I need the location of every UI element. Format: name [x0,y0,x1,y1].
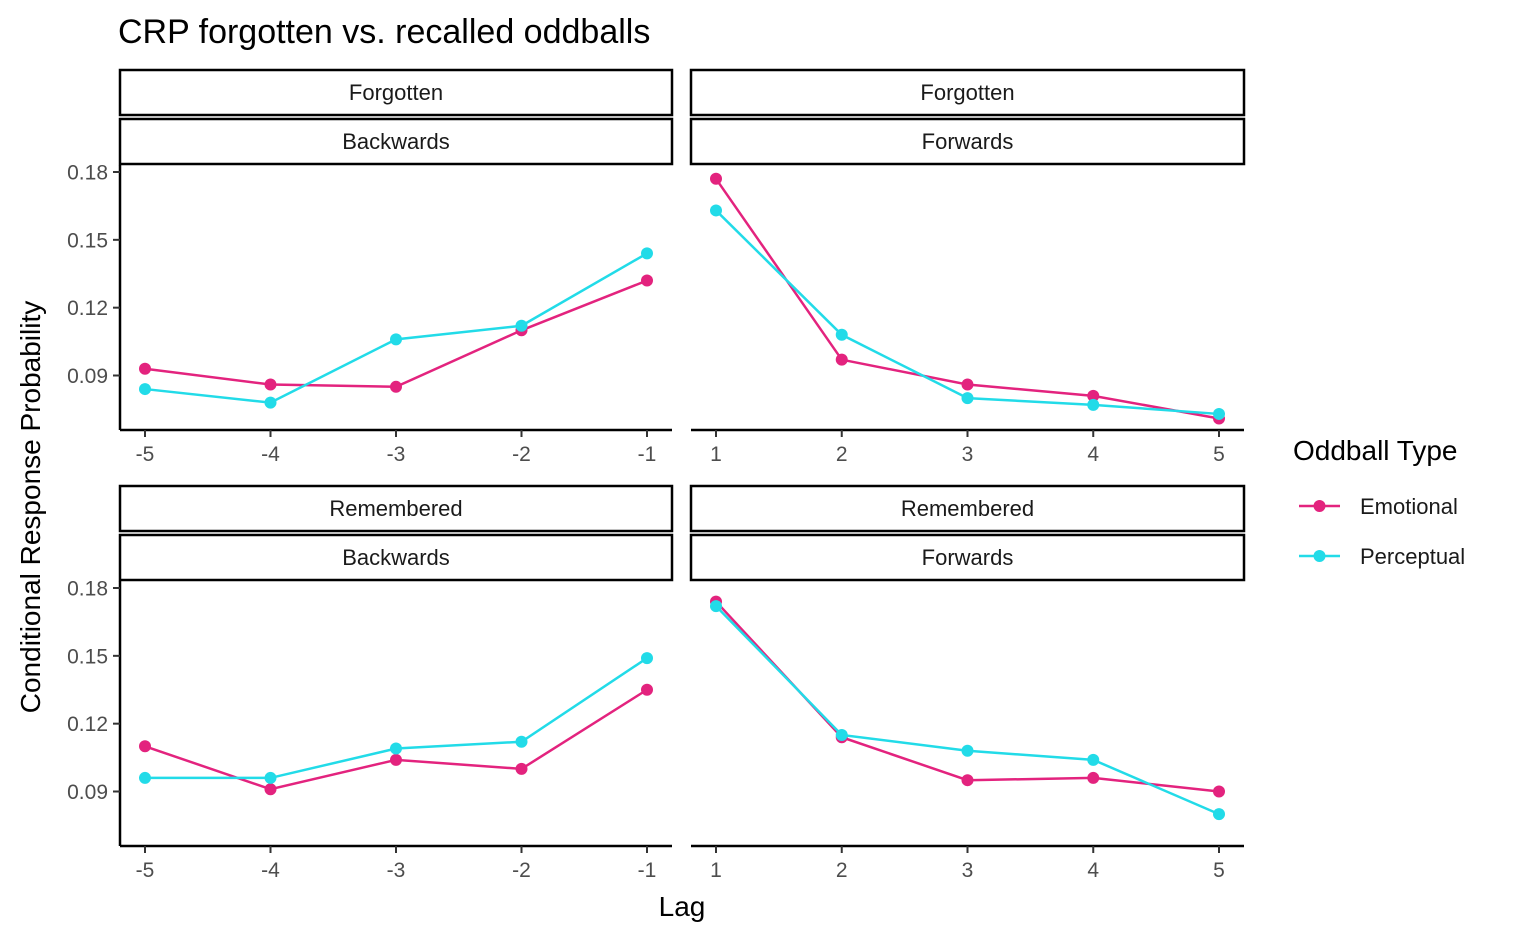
data-point-perceptual [139,383,151,396]
data-point-perceptual [390,742,402,755]
x-tick-label: -3 [387,443,406,466]
legend-label: Perceptual [1360,544,1465,569]
data-point-emotional [264,378,277,391]
data-point-emotional [1087,771,1100,784]
facet-strip-top-label: Forgotten [349,80,443,105]
facet-strip-top [118,68,674,117]
data-point-perceptual [1087,398,1100,411]
chart-title: CRP forgotten vs. recalled oddballs [118,13,650,51]
legend: Oddball Type Emotional Perceptual [1293,435,1465,569]
x-tick-label: -3 [387,859,406,882]
y-tick-label: 0.09 [67,781,108,804]
data-point-emotional [961,774,974,787]
data-point-perceptual [390,333,402,346]
x-tick-label: 4 [1087,443,1099,466]
data-point-emotional [961,378,974,391]
facet-strip-bottom-label: Forwards [922,545,1014,570]
y-tick-label: 0.12 [67,297,108,320]
x-tick-label: -5 [136,859,155,882]
data-point-emotional [641,274,653,287]
series-line-perceptual [144,252,648,404]
data-point-perceptual [710,204,722,217]
x-tick-label: 3 [962,443,974,466]
x-tick-label: -4 [261,443,280,466]
x-tick-label: -4 [261,859,280,882]
x-tick-label: 4 [1087,859,1099,882]
facet-strip-bottom-label: Backwards [342,545,450,570]
facet-panel: Forgotten Backwards 0.09 0.12 0.15 0.18 -5 -4 -3… [67,68,674,466]
facet-strip-top [689,68,1246,117]
series-line-emotional [715,600,1220,793]
x-tick-label: -5 [136,443,155,466]
data-point-emotional [515,762,528,775]
data-point-perceptual [515,319,528,332]
y-axis-title: Conditional Response Probability [15,301,46,713]
data-point-perceptual [835,728,848,741]
facet-strip-bottom [118,533,674,582]
facet-strip-bottom [118,117,674,166]
facet-strip-top [118,484,674,533]
data-point-perceptual [264,396,277,409]
x-tick-label: 2 [836,859,848,882]
x-tick-label: -2 [512,859,531,882]
facet-strip-bottom-label: Forwards [922,129,1014,154]
data-point-perceptual [961,744,974,757]
facet-strip-bottom-label: Backwards [342,129,450,154]
y-tick-label: 0.09 [67,365,108,388]
data-point-emotional [390,753,402,766]
data-point-emotional [641,683,653,696]
data-point-perceptual [641,247,653,260]
y-tick-label: 0.12 [67,713,108,736]
x-tick-label: 1 [710,859,722,882]
x-tick-label: 2 [836,443,848,466]
facet-strip-top [689,484,1246,533]
data-point-emotional [1213,785,1225,798]
facet-panel: Remembered Backwards 0.09 0.12 0.15 0.18 -5 -4 -… [67,484,674,882]
data-point-emotional [835,353,848,366]
x-tick-label: 5 [1213,859,1225,882]
data-point-perceptual [139,771,151,784]
facet-panel: Remembered Forwards 1 2 3 4 5 [689,484,1246,882]
x-tick-label: -1 [638,443,657,466]
x-tick-label: -1 [638,859,657,882]
chart-panels: Forgotten Backwards 0.09 0.12 0.15 0.18 -5 -4 -3… [67,68,1246,882]
data-point-perceptual [1213,808,1225,821]
data-point-perceptual [1087,753,1100,766]
y-tick-label: 0.15 [67,229,108,252]
data-point-emotional [139,362,151,375]
legend-title: Oddball Type [1293,435,1458,466]
data-point-emotional [390,380,402,393]
data-point-perceptual [1213,407,1225,420]
data-point-perceptual [515,735,528,748]
facet-strip-top-label: Remembered [901,496,1034,521]
legend-key-point [1313,550,1326,562]
data-point-emotional [139,740,151,753]
legend-label: Emotional [1360,494,1458,519]
data-point-emotional [264,783,277,796]
data-point-perceptual [641,652,653,665]
facet-strip-top-label: Remembered [329,496,462,521]
facet-strip-top-label: Forgotten [920,80,1014,105]
y-tick-label: 0.18 [67,162,108,185]
x-tick-label: -2 [512,443,531,466]
facet-strip-bottom [689,533,1246,582]
x-axis-title: Lag [659,891,706,922]
data-point-emotional [1087,389,1100,402]
x-tick-label: 5 [1213,443,1225,466]
series-line-emotional [144,688,648,791]
data-point-emotional [710,172,722,185]
data-point-perceptual [710,600,722,613]
y-tick-label: 0.15 [67,645,108,668]
y-tick-label: 0.18 [67,578,108,601]
facet-panel: Forgotten Forwards 1 2 3 4 5 [689,68,1246,466]
data-point-perceptual [264,771,277,784]
data-point-perceptual [835,328,848,341]
data-point-perceptual [961,392,974,405]
x-tick-label: 1 [710,443,722,466]
x-tick-label: 3 [962,859,974,882]
facet-strip-bottom [689,117,1246,166]
legend-key-point [1313,500,1326,512]
